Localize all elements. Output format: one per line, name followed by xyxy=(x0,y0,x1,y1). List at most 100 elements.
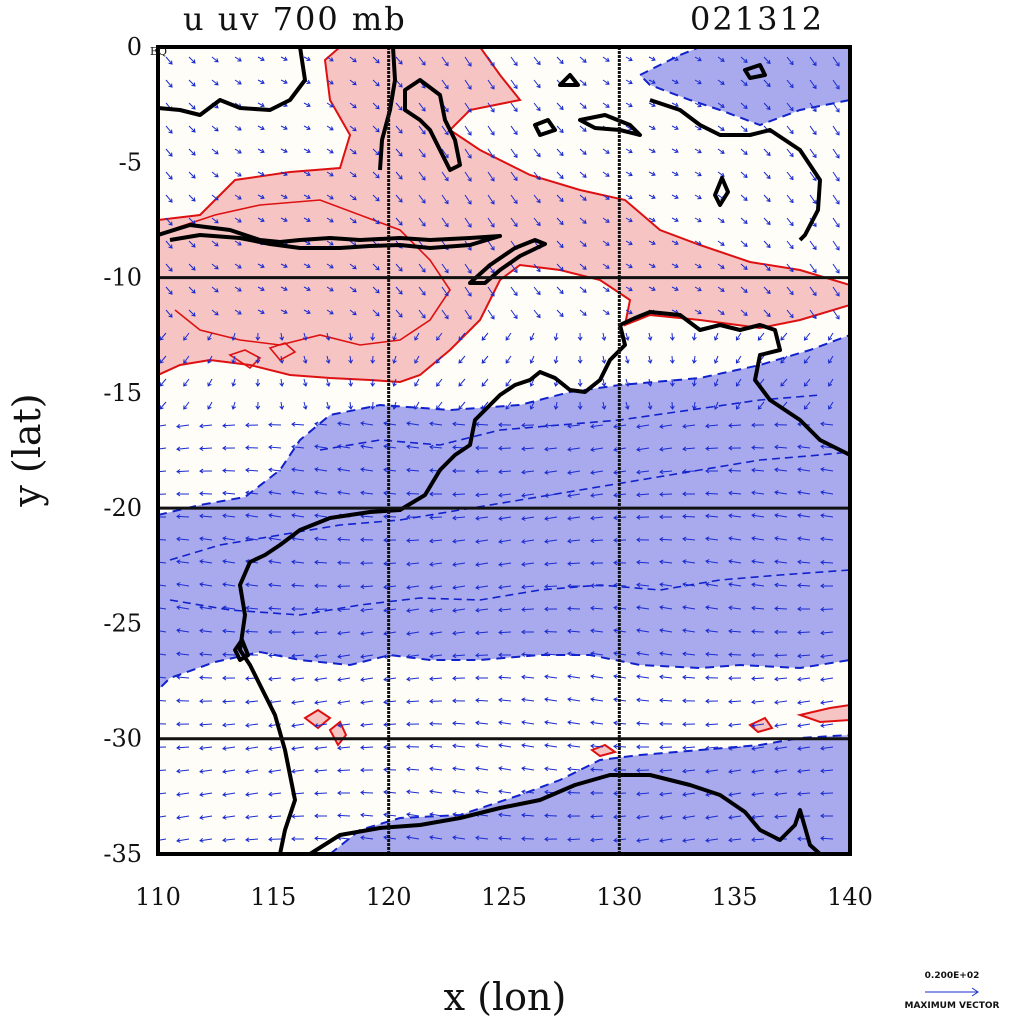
wind-vector xyxy=(406,444,420,450)
wind-vector xyxy=(406,421,420,426)
wind-vector xyxy=(659,791,673,797)
wind-vector xyxy=(498,492,512,498)
wind-vector xyxy=(176,559,190,565)
wind-vector xyxy=(553,355,559,364)
wind-vector xyxy=(544,516,558,521)
wind-vector xyxy=(780,378,788,387)
wind-vector xyxy=(291,421,305,427)
wind-vector xyxy=(682,559,696,565)
wind-vector xyxy=(797,768,811,774)
wind-vector xyxy=(222,445,236,451)
wind-vector xyxy=(832,125,840,136)
wind-vector xyxy=(279,332,285,341)
wind-vector xyxy=(820,583,834,589)
wind-vector xyxy=(302,378,308,387)
wind-vector xyxy=(498,516,512,521)
wind-vector xyxy=(682,721,696,727)
wind-vector xyxy=(521,836,535,842)
wind-vector xyxy=(406,514,420,520)
wind-vector xyxy=(325,378,331,387)
wind-vector xyxy=(337,630,351,636)
wind-vector xyxy=(728,468,742,473)
wind-vector xyxy=(694,79,702,85)
wind-vector xyxy=(567,674,581,679)
wind-vector xyxy=(820,700,834,705)
wind-vector xyxy=(452,653,466,659)
wind-vector xyxy=(636,651,650,656)
wind-vector xyxy=(372,148,380,156)
wind-vector xyxy=(176,768,190,774)
wind-vector xyxy=(452,585,466,590)
wind-vector xyxy=(832,240,840,251)
wind-vector xyxy=(176,721,190,727)
wind-vector xyxy=(360,421,374,426)
wind-vector xyxy=(763,79,771,88)
wind-vector xyxy=(820,559,834,565)
wind-vector xyxy=(669,401,675,410)
wind-vector xyxy=(659,721,673,727)
wind-vector xyxy=(533,286,541,296)
wind-vector xyxy=(648,56,656,61)
wind-vector xyxy=(211,148,219,155)
wind-vector xyxy=(429,766,443,772)
wind-vector xyxy=(797,791,811,797)
wind-vector xyxy=(436,401,443,410)
wind-vector xyxy=(268,444,282,450)
wind-vector xyxy=(222,559,236,564)
wind-vector xyxy=(360,444,374,449)
wind-vector xyxy=(751,792,765,797)
wind-vector xyxy=(521,674,535,680)
wind-vector xyxy=(521,516,535,521)
wind-vector xyxy=(360,631,374,636)
small-island-5 xyxy=(578,113,642,137)
wind-vector xyxy=(751,837,765,843)
wind-vector xyxy=(199,768,213,774)
wind-vector xyxy=(533,263,541,273)
wind-vector xyxy=(291,653,305,659)
wind-vector xyxy=(713,401,719,410)
wind-vector xyxy=(303,194,311,200)
wind-vector xyxy=(199,468,213,474)
wind-vector xyxy=(602,217,610,223)
wind-vector xyxy=(636,767,650,773)
wind-vector xyxy=(188,309,196,317)
wind-vector xyxy=(682,792,696,797)
wind-vector xyxy=(452,835,466,841)
wind-vector xyxy=(521,607,535,612)
wind-vector xyxy=(348,332,354,341)
wind-vector xyxy=(786,79,794,89)
y-tick-label: -5 xyxy=(119,148,142,176)
wind-vector xyxy=(199,513,213,519)
wind-vector xyxy=(188,286,196,294)
wind-vector xyxy=(280,194,288,199)
wind-vector xyxy=(429,631,443,636)
wind-vector xyxy=(751,582,765,588)
wind-vector xyxy=(475,585,489,590)
wind-vector xyxy=(211,79,219,86)
wind-vector xyxy=(705,745,719,751)
wind-vector xyxy=(337,583,351,589)
wind-vector xyxy=(222,628,236,634)
wind-vector xyxy=(406,631,420,636)
wind-vector xyxy=(579,171,587,178)
wind-vector xyxy=(797,559,811,565)
wind-vector xyxy=(314,536,328,542)
wind-vector xyxy=(553,401,559,410)
wind-vector xyxy=(199,423,213,429)
wind-vector xyxy=(751,559,765,564)
wind-vector xyxy=(487,171,495,182)
wind-vector xyxy=(452,720,466,726)
wind-vector xyxy=(636,492,650,498)
wind-vector xyxy=(809,194,817,205)
australia-south-coastline xyxy=(308,773,822,854)
wind-vector xyxy=(314,421,328,427)
y-tick-label: -15 xyxy=(103,379,142,407)
wind-vector xyxy=(625,263,633,269)
wind-vector xyxy=(774,536,788,541)
wind-vector xyxy=(682,605,696,610)
wind-vector xyxy=(222,837,236,843)
wind-vector xyxy=(717,286,725,292)
wind-vector xyxy=(659,744,673,750)
wind-vector xyxy=(429,561,443,567)
wind-vector xyxy=(735,355,742,364)
